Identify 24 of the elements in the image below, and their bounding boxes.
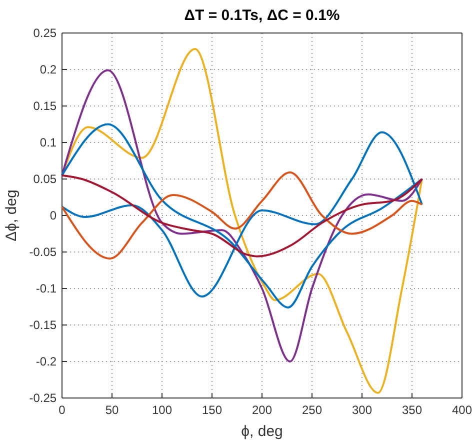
y-tick-label: -0.05 (29, 244, 57, 259)
x-tick-label: 50 (105, 403, 119, 418)
x-tick-label: 150 (202, 403, 222, 418)
x-tick-label: 100 (152, 403, 172, 418)
y-tick-label: -0.1 (36, 281, 57, 296)
x-tick-label: 350 (402, 403, 422, 418)
x-tick-label: 400 (452, 403, 472, 418)
y-tick-label: 0 (50, 208, 57, 222)
x-tick-label: 200 (252, 403, 272, 418)
x-axis-title: ϕ, deg (241, 423, 283, 440)
y-tick-label: 0.15 (33, 98, 57, 113)
y-tick-label: 0.25 (33, 26, 57, 40)
y-tick-label: -0.15 (29, 318, 57, 332)
x-tick-label: 300 (352, 403, 372, 418)
x-tick-label: 0 (58, 403, 66, 418)
chart-title: ΔT = 0.1Ts, ΔC = 0.1% (184, 7, 340, 24)
y-tick-label: 0.05 (33, 172, 57, 186)
y-tick-label: 0.1 (40, 135, 57, 150)
y-tick-label: -0.25 (29, 390, 57, 405)
x-tick-label: 250 (302, 403, 322, 418)
y-tick-label: 0.2 (40, 62, 57, 76)
y-tick-label: -0.2 (36, 354, 57, 368)
y-axis-title: Δϕ, deg (3, 190, 20, 242)
line-series (61, 69, 423, 362)
